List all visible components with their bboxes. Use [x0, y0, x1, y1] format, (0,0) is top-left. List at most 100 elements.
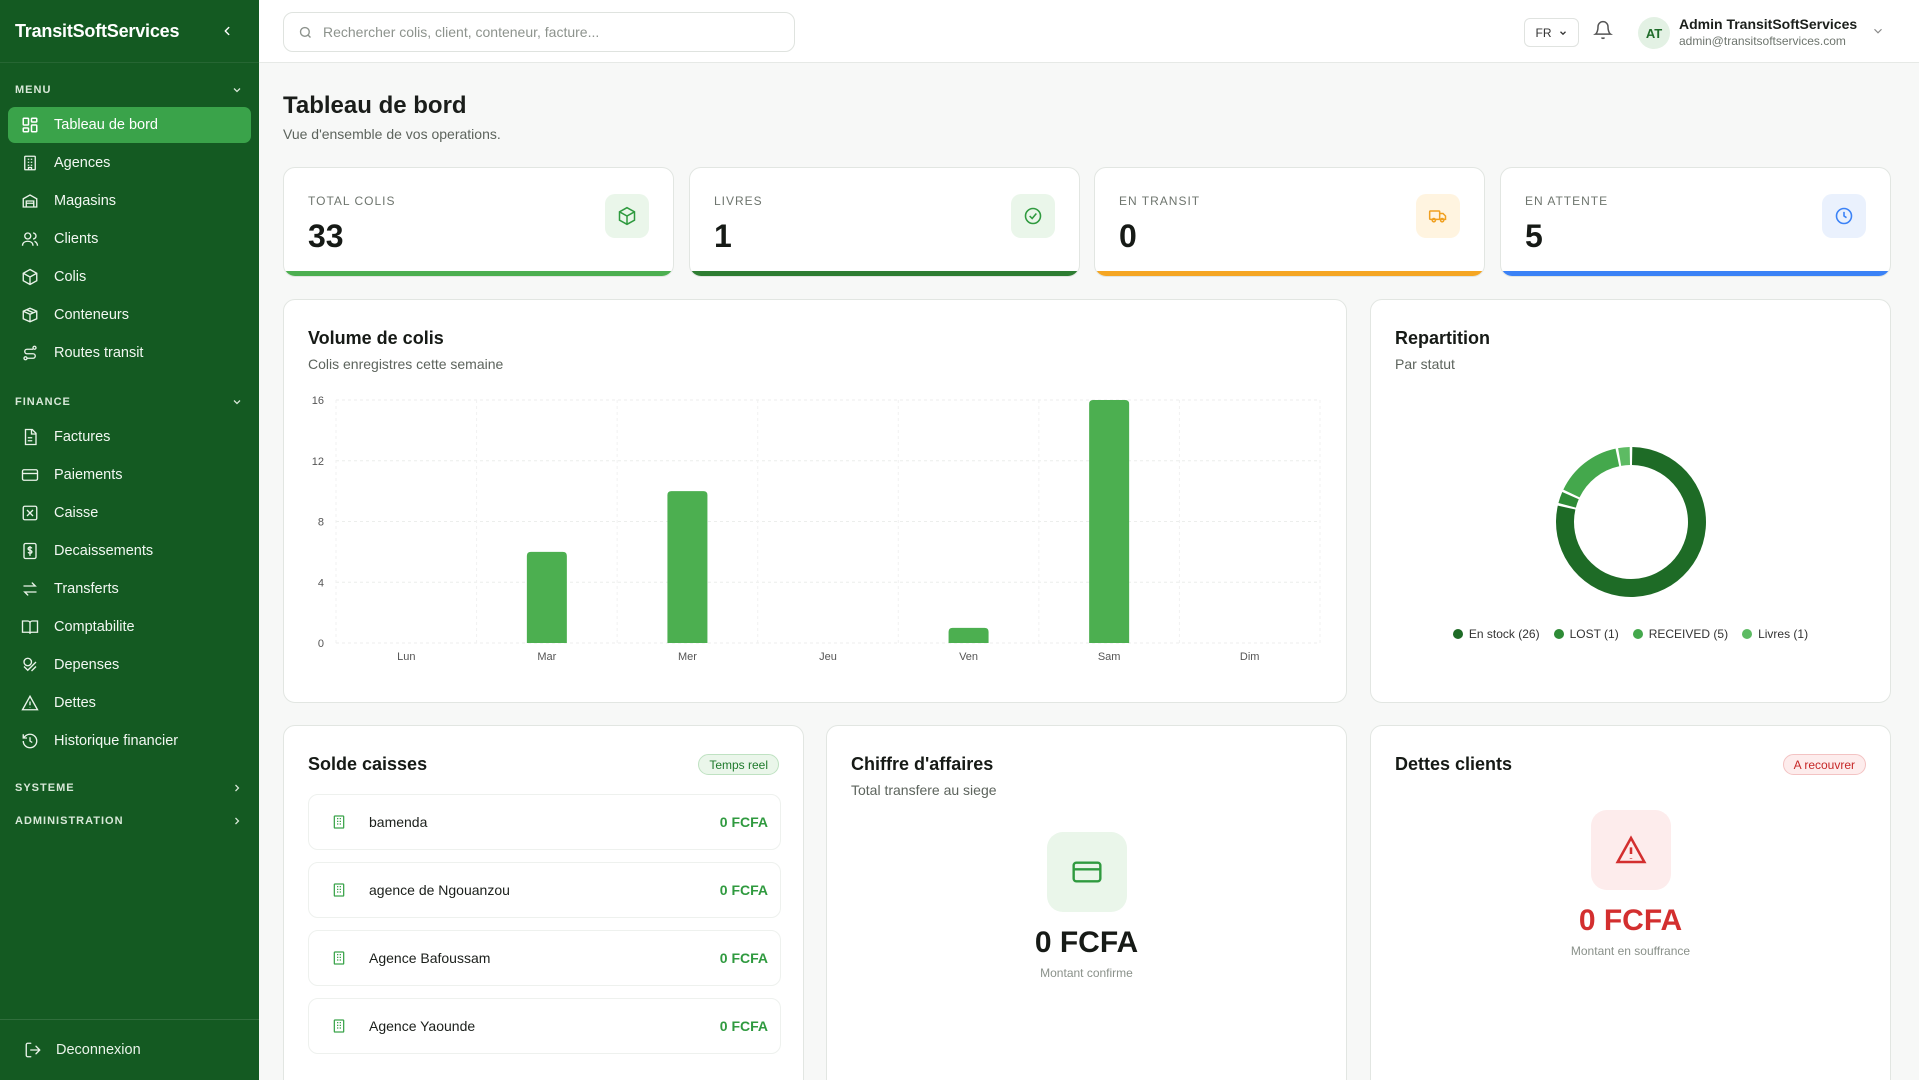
sidebar-item-label: Depenses: [54, 657, 120, 673]
search-input[interactable]: [323, 24, 763, 40]
history-icon: [20, 731, 40, 751]
section-menu-toggle[interactable]: MENU: [0, 81, 259, 99]
sidebar-item-routes-transit[interactable]: Routes transit: [8, 335, 251, 371]
x-tick-label: Ven: [959, 651, 978, 663]
collapse-sidebar-icon[interactable]: [217, 21, 237, 41]
sidebar-item-label: Tableau de bord: [54, 117, 158, 133]
section-systeme-toggle[interactable]: SYSTEME: [0, 779, 259, 797]
chevron-right-icon: [235, 784, 240, 792]
y-tick-label: 0: [318, 638, 324, 650]
notifications-bell-icon[interactable]: [1593, 20, 1615, 42]
section-administration-toggle[interactable]: ADMINISTRATION: [0, 812, 259, 830]
credit-card-icon: [1047, 832, 1127, 912]
cash-row[interactable]: bamenda 0 FCFA: [308, 794, 781, 850]
card-subtitle: Total transfere au siege: [851, 782, 997, 798]
sidebar-item-depenses[interactable]: Depenses: [8, 647, 251, 683]
section-finance-label: FINANCE: [15, 396, 71, 408]
stat-label: LIVRES: [714, 194, 763, 208]
revenue-caption: Montant confirme: [1040, 966, 1133, 980]
dettes-clients-card: Dettes clients A recouvrer 0 FCFA Montan…: [1370, 725, 1891, 1080]
stat-label: EN TRANSIT: [1119, 194, 1201, 208]
sidebar-item-caisse[interactable]: Caisse: [8, 495, 251, 531]
chevron-down-icon: [1559, 30, 1566, 35]
legend-item[interactable]: LOST (1): [1553, 627, 1619, 641]
sidebar-item-transferts[interactable]: Transferts: [8, 571, 251, 607]
sidebar-item-dettes[interactable]: Dettes: [8, 685, 251, 721]
stat-accent-bar: [1501, 271, 1890, 276]
section-finance-toggle[interactable]: FINANCE: [0, 393, 259, 411]
legend-label: LOST (1): [1569, 627, 1619, 641]
sidebar-item-label: Factures: [54, 429, 111, 445]
debt-value: 0 FCFA: [1578, 904, 1683, 937]
cash-name: agence de Ngouanzou: [369, 882, 510, 898]
stat-value: 1: [714, 218, 732, 254]
container-icon: [20, 305, 40, 325]
sidebar-item-historique-financier[interactable]: Historique financier: [8, 723, 251, 759]
sidebar-item-clients[interactable]: Clients: [8, 221, 251, 257]
sidebar-header: TransitSoftServices: [0, 0, 259, 63]
stat-label: EN ATTENTE: [1525, 194, 1609, 208]
truck-icon: [1416, 194, 1460, 238]
chevron-down-icon: [233, 88, 241, 93]
donut-chart: [1556, 447, 1706, 597]
book-icon: [20, 617, 40, 637]
cash-amount: 0 FCFA: [719, 1018, 768, 1034]
user-info[interactable]: Admin TransitSoftServices admin@transits…: [1679, 16, 1857, 48]
sidebar-item-tableau-de-bord[interactable]: Tableau de bord: [8, 107, 251, 143]
legend-item[interactable]: Livres (1): [1742, 627, 1808, 641]
avatar[interactable]: AT: [1638, 17, 1670, 49]
sidebar-item-label: Comptabilite: [54, 619, 135, 635]
clock-icon: [1822, 194, 1866, 238]
stat-accent-bar: [690, 271, 1079, 276]
user-menu-chevron-icon[interactable]: [1871, 24, 1887, 40]
sidebar-item-label: Agences: [54, 155, 111, 171]
sidebar-item-label: Colis: [54, 269, 87, 285]
status-badge: A recouvrer: [1782, 754, 1866, 775]
warning-icon: [20, 693, 40, 713]
revenue-value: 0 FCFA: [1034, 926, 1139, 959]
sidebar-item-label: Magasins: [54, 193, 117, 209]
y-tick-label: 12: [312, 456, 324, 468]
sidebar-item-colis[interactable]: Colis: [8, 259, 251, 295]
search-box[interactable]: [283, 12, 795, 52]
chevron-down-icon: [233, 400, 241, 405]
sidebar-item-magasins[interactable]: Magasins: [8, 183, 251, 219]
search-icon: [299, 26, 311, 38]
logout-button[interactable]: Deconnexion: [0, 1019, 259, 1080]
bar-ven: [948, 627, 989, 643]
legend-item[interactable]: En stock (26): [1452, 627, 1540, 641]
cash-register-icon: [20, 503, 40, 523]
finance-list: Factures Paiements Caisse Decaissements …: [0, 419, 259, 759]
donut-slice-3[interactable]: [1618, 447, 1631, 466]
cash-row[interactable]: Agence Bafoussam 0 FCFA: [308, 930, 781, 986]
receipt-dollar-icon: [20, 541, 40, 561]
sidebar-item-factures[interactable]: Factures: [8, 419, 251, 455]
sidebar-item-label: Caisse: [54, 505, 99, 521]
logout-icon: [24, 1041, 42, 1059]
package-icon: [605, 194, 649, 238]
sidebar-item-paiements[interactable]: Paiements: [8, 457, 251, 493]
legend-item[interactable]: RECEIVED (5): [1632, 627, 1728, 641]
legend-dot: [1553, 629, 1564, 639]
cash-row[interactable]: agence de Ngouanzou 0 FCFA: [308, 862, 781, 918]
user-email: admin@transitsoftservices.com: [1679, 34, 1846, 48]
warehouse-icon: [20, 191, 40, 211]
chart-legend: En stock (26) LOST (1) RECEIVED (5) Livres …: [1371, 627, 1890, 641]
section-menu-label: MENU: [15, 84, 52, 96]
cash-name: Agence Bafoussam: [369, 950, 491, 966]
sidebar-item-conteneurs[interactable]: Conteneurs: [8, 297, 251, 333]
sidebar-item-agences[interactable]: Agences: [8, 145, 251, 181]
language-value: FR: [1535, 25, 1552, 40]
sidebar-item-decaissements[interactable]: Decaissements: [8, 533, 251, 569]
building-icon: [327, 1014, 351, 1038]
language-select[interactable]: FR: [1524, 18, 1579, 47]
donut-slice-2[interactable]: [1563, 448, 1620, 498]
sidebar-item-comptabilite[interactable]: Comptabilite: [8, 609, 251, 645]
volume-chart-card: Volume de colis Colis enregistres cette …: [283, 299, 1347, 703]
donut-slice-1[interactable]: [1558, 492, 1579, 508]
legend-label: En stock (26): [1468, 627, 1540, 641]
cash-row[interactable]: Agence Yaounde 0 FCFA: [308, 998, 781, 1054]
sidebar-item-label: Paiements: [54, 467, 123, 483]
stat-value: 5: [1525, 218, 1543, 254]
cash-amount: 0 FCFA: [719, 882, 768, 898]
